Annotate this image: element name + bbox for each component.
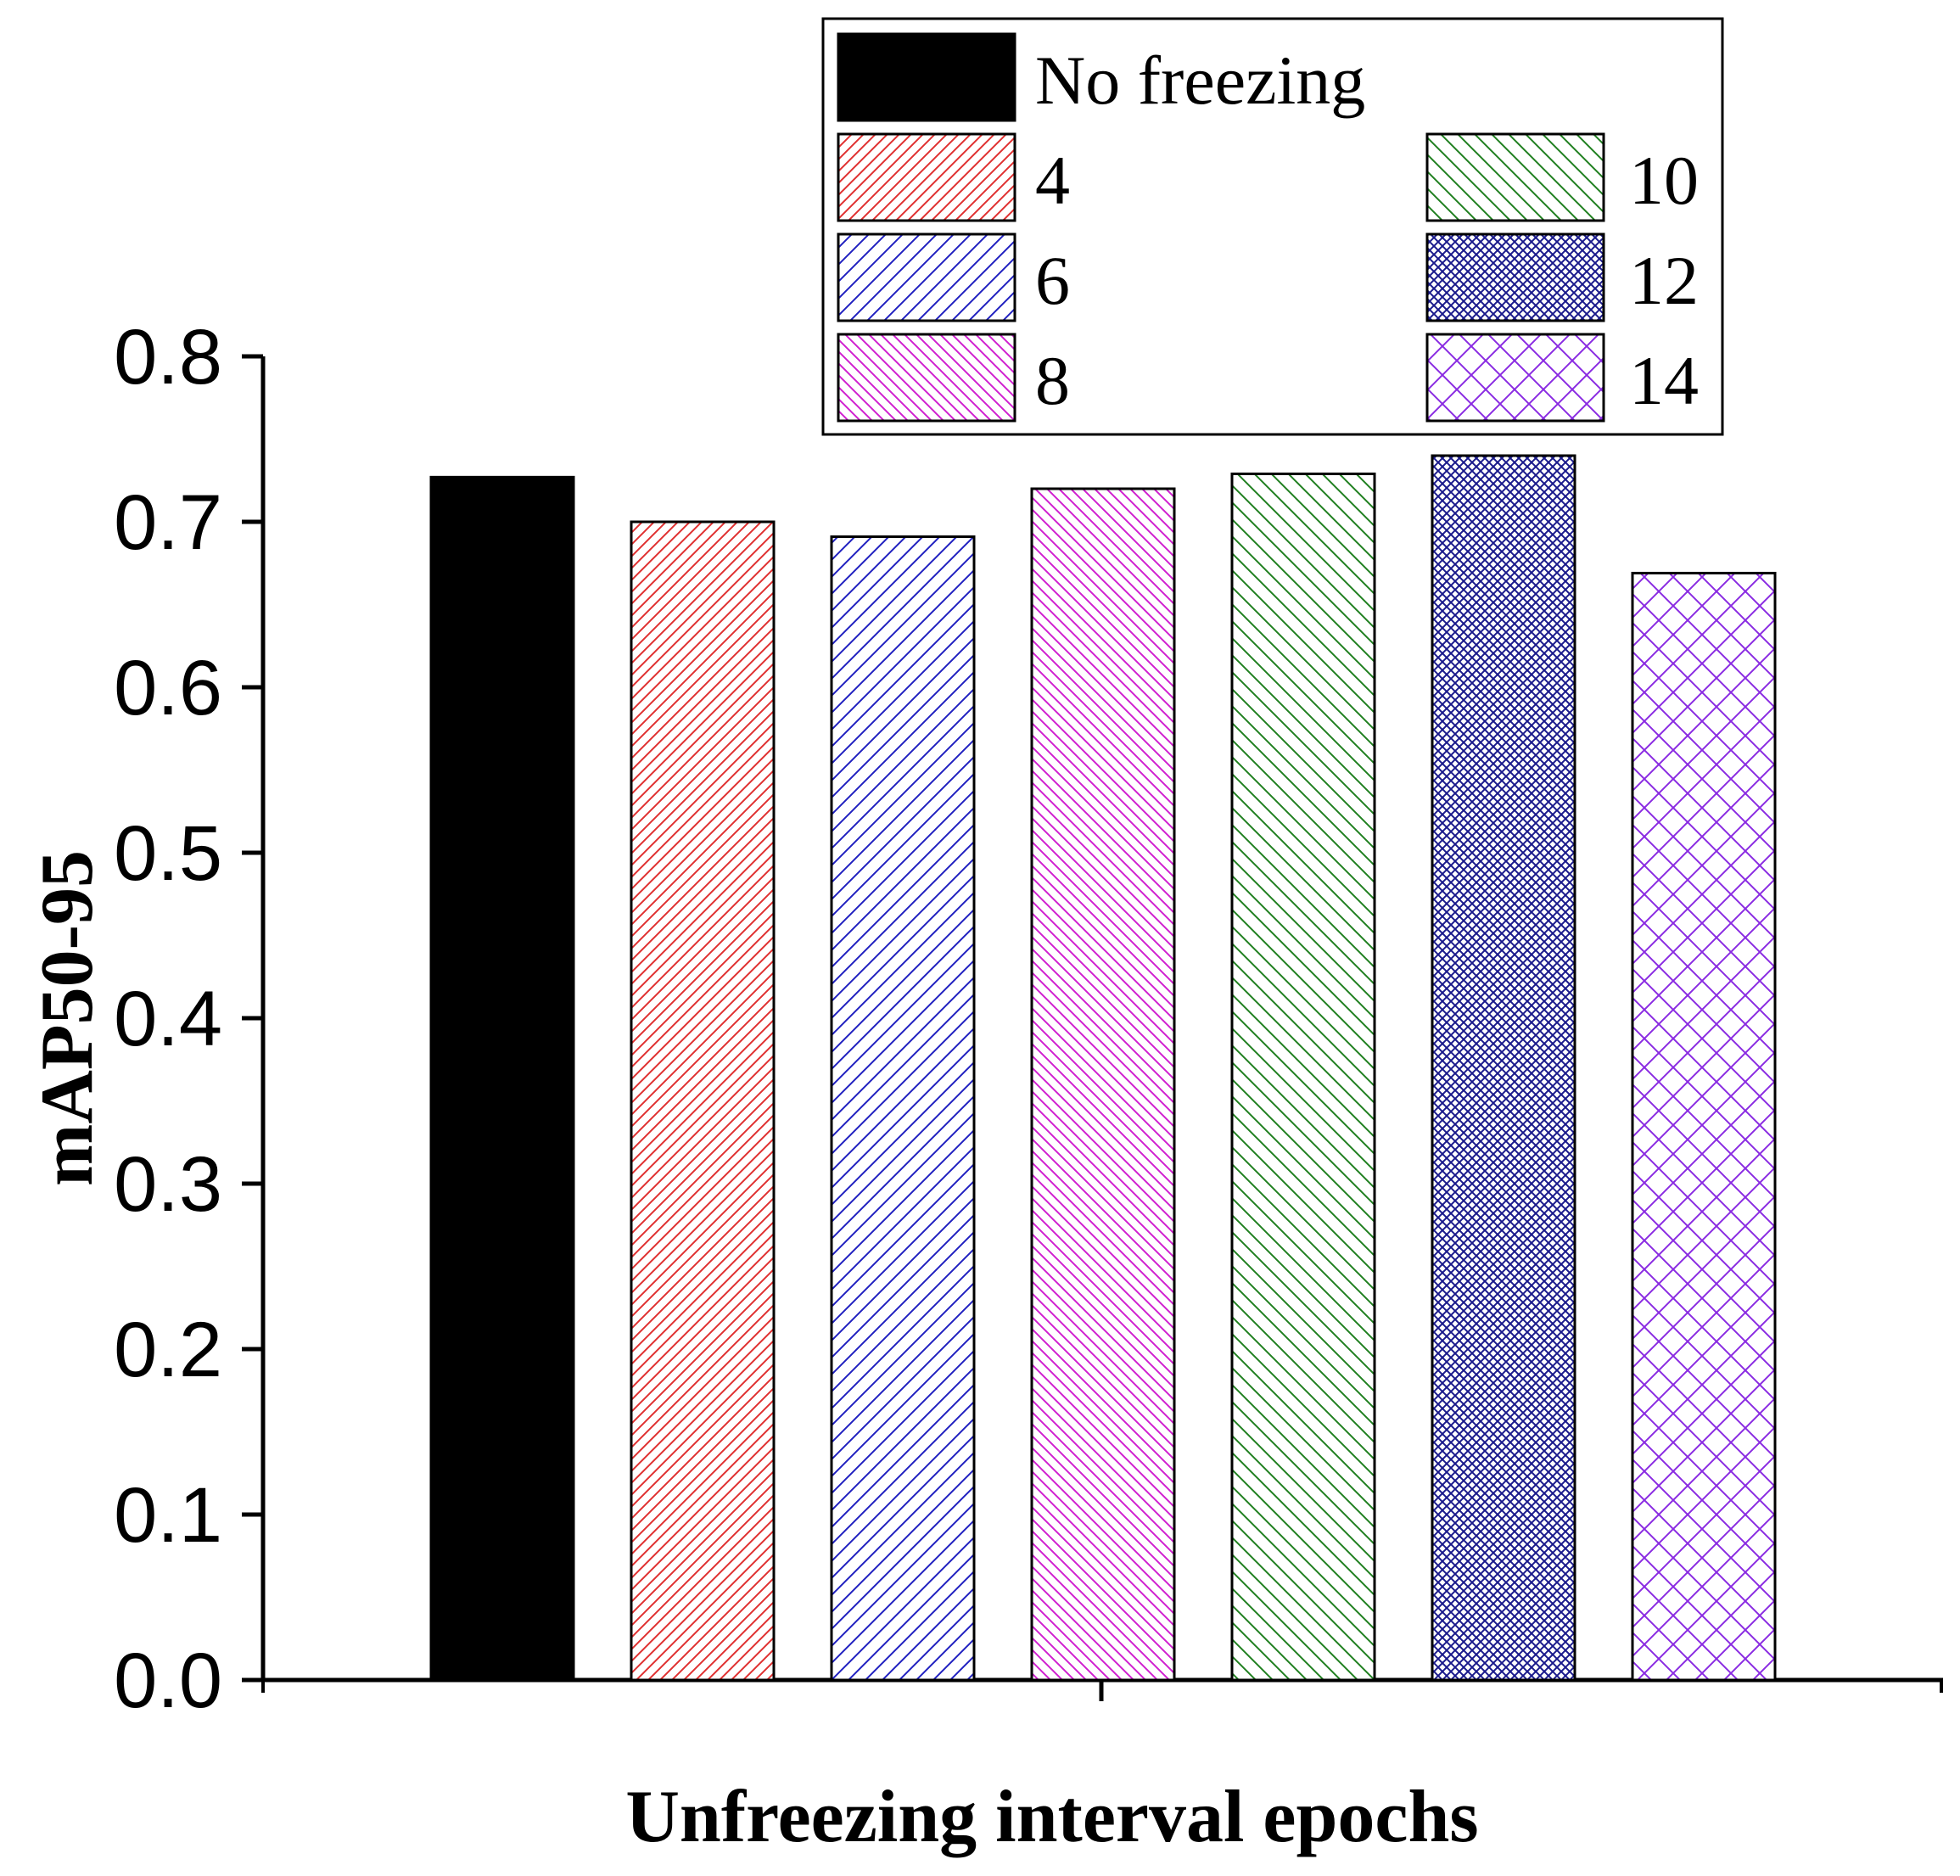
bar: [830, 535, 976, 1682]
y-tick-label: 0.5: [114, 810, 222, 897]
bar: [1030, 487, 1176, 1682]
y-tick-label: 0.3: [114, 1141, 222, 1228]
legend-swatch: [1425, 232, 1605, 322]
bars: [429, 454, 1777, 1682]
legend-label: 10: [1629, 142, 1699, 219]
legend: No freezing 4 6 8 10 12 14: [821, 17, 1724, 436]
legend-label: No freezing: [1035, 42, 1365, 119]
bar: [1631, 571, 1777, 1682]
bar: [630, 520, 776, 1682]
legend-swatch: [1425, 132, 1605, 222]
y-tick-label: 0.6: [114, 645, 222, 731]
legend-label: 6: [1035, 242, 1070, 319]
legend-swatch: [837, 333, 1016, 423]
bar: [1230, 472, 1376, 1682]
y-tick-label: 0.4: [114, 976, 222, 1062]
legend-label: 4: [1035, 142, 1070, 219]
legend-swatch: [837, 32, 1016, 122]
y-tick-label: 0.7: [114, 479, 222, 566]
x-axis-title: Unfreezing interval epochs: [625, 1776, 1478, 1858]
y-tick-label: 0.0: [114, 1638, 222, 1724]
y-tick-label: 0.8: [114, 314, 222, 400]
bar: [1431, 454, 1576, 1682]
y-ticks: 0.0 0.1 0.2 0.3 0.4 0.5 0.6 0.7 0.8: [114, 314, 263, 1724]
y-tick-label: 0.2: [114, 1307, 222, 1393]
legend-label: 12: [1629, 242, 1699, 319]
y-tick-label: 0.1: [114, 1472, 222, 1559]
legend-swatch: [837, 232, 1016, 322]
legend-label: 8: [1035, 342, 1070, 419]
legend-swatch: [1425, 333, 1605, 423]
y-axis-title: mAP50-95: [26, 850, 109, 1186]
legend-swatch: [837, 132, 1016, 222]
bar: [429, 475, 575, 1682]
legend-label: 14: [1629, 342, 1699, 419]
